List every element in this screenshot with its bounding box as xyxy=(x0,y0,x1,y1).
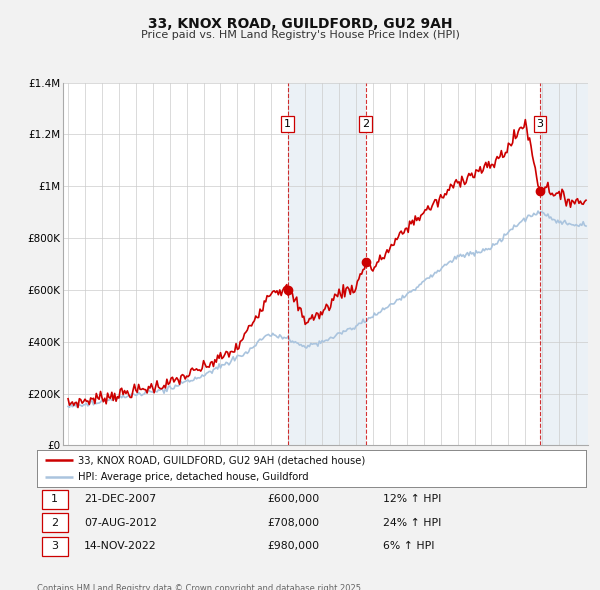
Bar xyxy=(540,83,588,445)
Text: Contains HM Land Registry data © Crown copyright and database right 2025.
This d: Contains HM Land Registry data © Crown c… xyxy=(37,584,364,590)
FancyBboxPatch shape xyxy=(41,490,68,509)
Text: 2: 2 xyxy=(362,119,370,129)
Text: 2: 2 xyxy=(51,518,58,527)
Text: 33, KNOX ROAD, GUILDFORD, GU2 9AH (detached house): 33, KNOX ROAD, GUILDFORD, GU2 9AH (detac… xyxy=(79,455,365,465)
Text: Price paid vs. HM Land Registry's House Price Index (HPI): Price paid vs. HM Land Registry's House … xyxy=(140,30,460,40)
Text: 3: 3 xyxy=(51,542,58,551)
FancyBboxPatch shape xyxy=(41,537,68,556)
Bar xyxy=(288,83,366,445)
Text: HPI: Average price, detached house, Guildford: HPI: Average price, detached house, Guil… xyxy=(79,472,309,482)
Text: 21-DEC-2007: 21-DEC-2007 xyxy=(84,494,156,504)
Text: 3: 3 xyxy=(536,119,544,129)
Text: £708,000: £708,000 xyxy=(268,518,320,527)
Text: £980,000: £980,000 xyxy=(268,542,320,551)
Text: 07-AUG-2012: 07-AUG-2012 xyxy=(84,518,157,527)
Text: 12% ↑ HPI: 12% ↑ HPI xyxy=(383,494,442,504)
Text: 14-NOV-2022: 14-NOV-2022 xyxy=(84,542,157,551)
Text: £600,000: £600,000 xyxy=(268,494,320,504)
Text: 6% ↑ HPI: 6% ↑ HPI xyxy=(383,542,434,551)
Text: 24% ↑ HPI: 24% ↑ HPI xyxy=(383,518,442,527)
Text: 1: 1 xyxy=(284,119,291,129)
Text: 33, KNOX ROAD, GUILDFORD, GU2 9AH: 33, KNOX ROAD, GUILDFORD, GU2 9AH xyxy=(148,17,452,31)
Text: 1: 1 xyxy=(51,494,58,504)
FancyBboxPatch shape xyxy=(41,513,68,532)
